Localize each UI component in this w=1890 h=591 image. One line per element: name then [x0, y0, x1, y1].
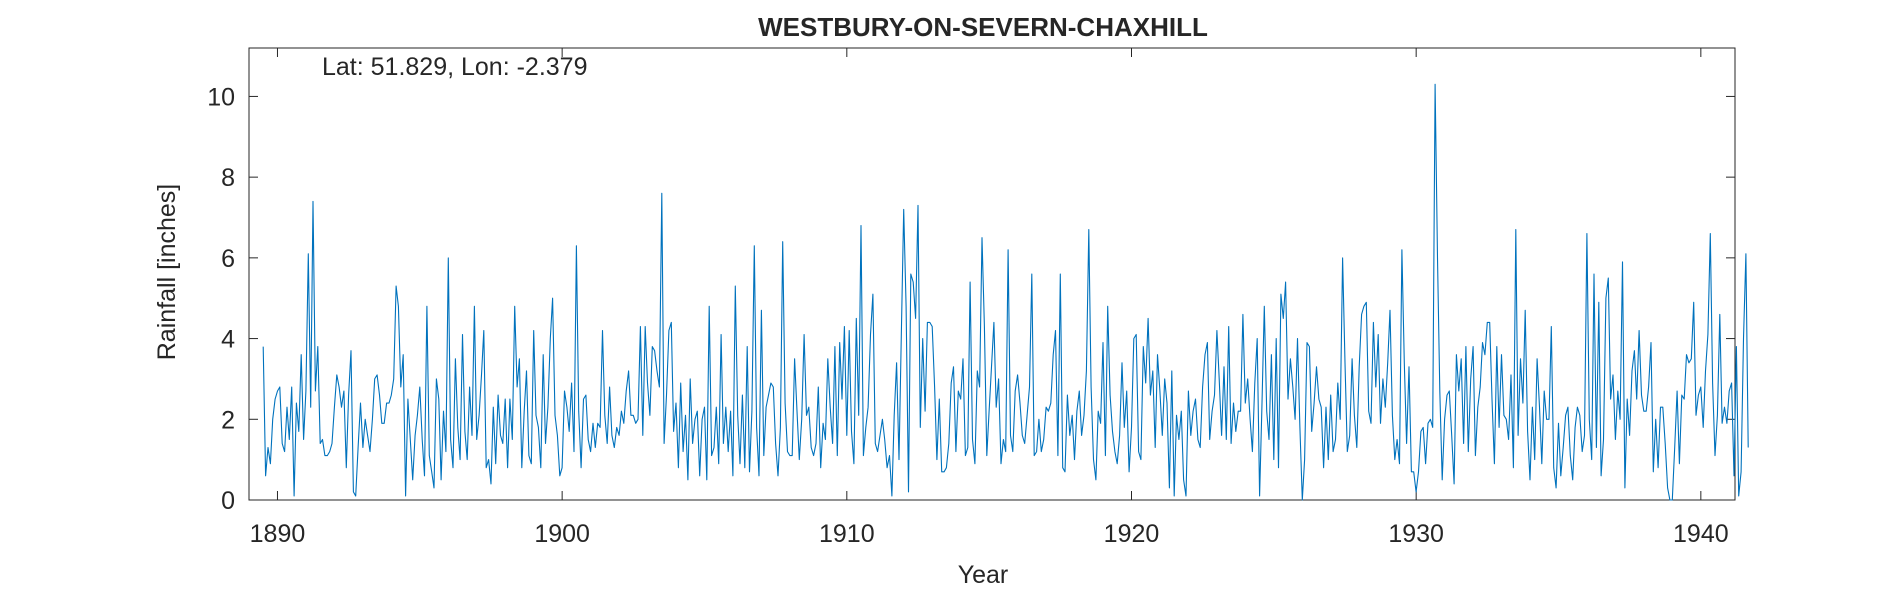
x-tick-label: 1930	[1388, 520, 1444, 548]
x-tick-label: 1940	[1673, 520, 1729, 548]
y-tick-label: 2	[221, 406, 235, 434]
x-tick-label: 1900	[534, 520, 590, 548]
chart-title: WESTBURY-ON-SEVERN-CHAXHILL	[758, 12, 1208, 42]
y-tick-label: 0	[221, 487, 235, 515]
y-tick-label: 4	[221, 326, 235, 354]
y-tick-label: 10	[207, 83, 235, 111]
axis-ticks: 1890 1900 1910 1920 1930 1940 0 2 4 6 8 10	[207, 48, 1735, 548]
x-tick-label: 1920	[1104, 520, 1160, 548]
y-tick-label: 8	[221, 164, 235, 192]
x-tick-label: 1910	[819, 520, 875, 548]
y-tick-label: 6	[221, 245, 235, 273]
y-axis-label: Rainfall [inches]	[153, 184, 181, 360]
x-axis-label: Year	[958, 561, 1009, 589]
x-tick-label: 1890	[250, 520, 306, 548]
rainfall-series-line-0	[262, 83, 1749, 501]
series-layer	[262, 83, 1749, 501]
location-annotation: Lat: 51.829, Lon: -2.379	[322, 53, 588, 81]
